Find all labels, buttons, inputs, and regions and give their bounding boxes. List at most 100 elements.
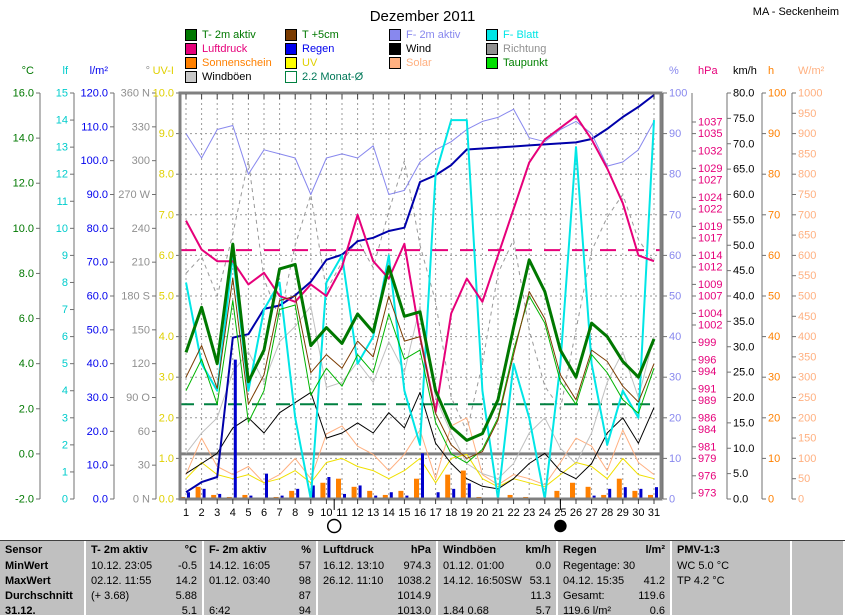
axis-tick-label: 100: [798, 453, 816, 465]
cell-value: 119.6: [638, 590, 665, 602]
cell-text: Regentage: 30: [563, 560, 636, 572]
axis-tick-label: 90: [669, 128, 681, 140]
axis-tick-label: 25.0: [733, 367, 754, 379]
axis-tick-label: 35.0: [733, 316, 754, 328]
axis-tick-label: 90: [768, 128, 780, 140]
axis-tick-label: 7: [62, 304, 68, 316]
cell-text: 04.12. 15:35: [563, 575, 625, 587]
axis-tick-label: 20.0: [87, 426, 108, 438]
legend-item: Taupunkt: [486, 56, 548, 70]
axis-tick-label: 1002: [698, 320, 722, 332]
bar-regen: [608, 488, 612, 499]
axis-tick-label: 0: [669, 494, 675, 506]
axis-tick-label: 50: [768, 291, 780, 303]
axis-tick-label: 350: [798, 351, 816, 363]
axis-tick-label: 1014: [698, 250, 722, 262]
axis-tick-label: 5: [62, 358, 68, 370]
axis-tick-label: 50: [669, 291, 681, 303]
legend-item: T- 2m aktiv: [185, 28, 273, 42]
cell-text: 26.12. 11:10: [323, 575, 384, 587]
axis-tick-label: 750: [798, 189, 816, 201]
bar-regen: [421, 453, 424, 499]
bar-sonnenschein: [570, 482, 575, 499]
bar-regen: [218, 493, 222, 499]
legend-label: Richtung: [503, 43, 547, 55]
axis-tick-label: 650: [798, 230, 816, 242]
axis-tick-label: 10.0: [13, 223, 34, 235]
day-label: 29: [617, 507, 629, 519]
axis-tick-label: 976: [698, 470, 716, 482]
legend-item: F- 2m aktiv: [389, 28, 474, 42]
axis-tick-label: 0 N: [133, 494, 150, 506]
day-label: 13: [367, 507, 379, 519]
bar-regen: [343, 493, 346, 499]
axis-tick-label: 70: [768, 209, 780, 221]
bar-sonnenschein: [367, 490, 373, 499]
axis-tick-label: 12.0: [13, 178, 34, 190]
axis-tick-label: 55.0: [733, 214, 754, 226]
axis-tick-label: 110.0: [81, 121, 108, 133]
axis-unit-label: °: [146, 65, 150, 77]
cell-value: 1038.2: [397, 575, 431, 587]
day-label: 10: [320, 507, 332, 519]
legend-label: T +5cm: [302, 29, 339, 41]
day-label: 19: [461, 507, 473, 519]
axis-tick-label: 1029: [698, 163, 722, 175]
legend-item: Regen: [285, 42, 377, 56]
legend-swatch: [185, 57, 197, 69]
axis-tick-label: 30: [669, 372, 681, 384]
axis-tick-label: 60.0: [87, 291, 108, 303]
axis-tick-label: 2.0: [159, 412, 174, 424]
axis-tick-label: 0.0: [733, 494, 748, 506]
axis-tick-label: 8.0: [19, 268, 34, 280]
axis-tick-label: 1009: [698, 279, 722, 291]
day-label: 15: [398, 507, 410, 519]
legend-swatch: [389, 57, 401, 69]
axis-tick-label: 10.0: [733, 443, 754, 455]
moon-phase-new: [554, 519, 567, 533]
axis-tick-label: 500: [798, 291, 816, 303]
axis-tick-label: 6.0: [19, 313, 34, 325]
bar-sonnenschein: [320, 482, 326, 499]
series-regen: [187, 359, 658, 499]
bar-sonnenschein: [398, 490, 404, 499]
axis-tick-label: 40: [669, 331, 681, 343]
axis-unit-label: °C: [22, 65, 34, 77]
axis-tick-label: 1022: [698, 204, 722, 216]
cell-text: 14.12. 16:05: [209, 560, 271, 572]
series-uv: [185, 453, 655, 488]
series-t2m: [184, 242, 656, 442]
legend-swatch: [285, 71, 297, 83]
moon-phase-full: [326, 518, 342, 534]
bar-regen: [265, 473, 268, 499]
bar-regen: [655, 487, 658, 499]
cell-text: Luftdruck: [323, 544, 374, 556]
axis-tick-label: 400: [798, 331, 816, 343]
axis-tick-label: 40: [768, 331, 780, 343]
cell-value: 53.1: [529, 575, 551, 587]
bar-regen: [374, 495, 378, 499]
axis-UV-I: 10.0 9.0 8.0 7.0 6.0 5.0 4.0 3.0 2.0 1.0 0.0 UV-I: [153, 65, 180, 506]
axis-tick-label: 1035: [698, 128, 722, 140]
axis-tick-label: 3: [62, 412, 68, 424]
legend-label: Taupunkt: [503, 57, 548, 69]
axis-tick-label: 14.0: [13, 133, 34, 145]
cell-value: 87: [298, 590, 311, 602]
axis-unit-label: hPa: [698, 65, 718, 77]
cell-value: 5.88: [175, 590, 197, 602]
bar-sonnenschein: [632, 490, 638, 499]
bar-sonnenschein: [351, 486, 357, 499]
day-label: 31: [648, 507, 660, 519]
axis-tick-label: 600: [798, 250, 816, 262]
axis-tick-label: 994: [698, 366, 716, 378]
legend-swatch: [486, 43, 498, 55]
axis-tick-label: 1004: [698, 308, 722, 320]
axis-km/h: 80.0 75.0 70.0 65.0 60.0 55.0 50.0 45.0 40.0 35.0…: [726, 65, 757, 506]
day-label: 22: [507, 507, 519, 519]
legend-label: 2.2 Monat-Ø: [302, 71, 364, 83]
cell-value: 0.0: [535, 560, 551, 572]
legend-label: Regen: [302, 43, 335, 55]
cell-text: Durchschnitt: [5, 590, 73, 602]
bar-sonnenschein: [414, 478, 419, 499]
